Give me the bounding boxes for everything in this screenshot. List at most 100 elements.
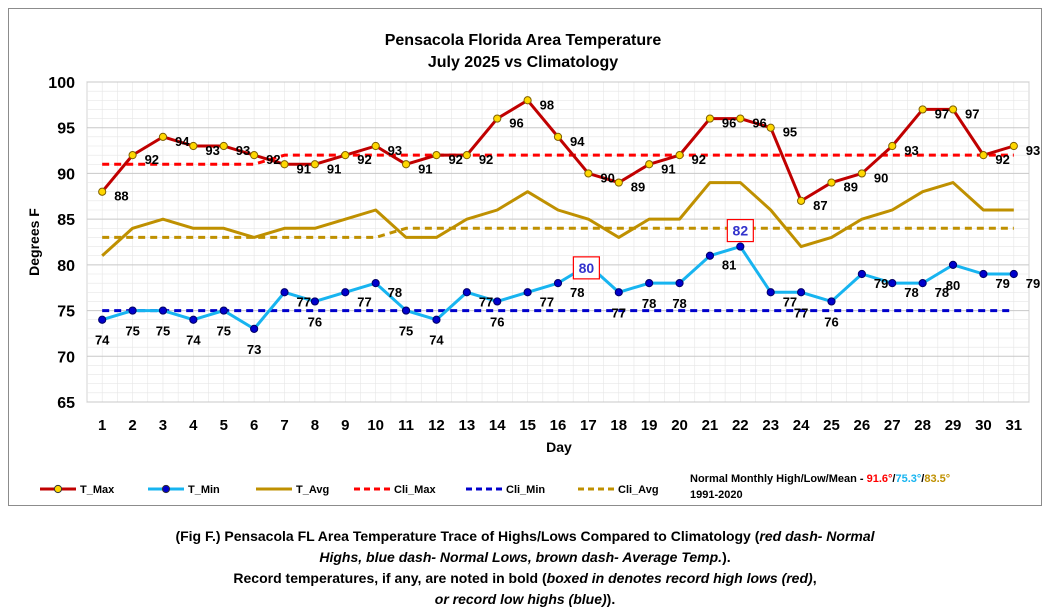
x-tick-label: 31	[1005, 417, 1022, 434]
data-point-t-min	[948, 260, 958, 269]
data-point-t-max	[98, 187, 107, 196]
data-label-t-max: 92	[266, 152, 280, 167]
data-label-t-max: 91	[418, 161, 432, 176]
data-point-t-max	[705, 114, 715, 123]
legend-label: Cli_Max	[394, 484, 436, 496]
data-point-t-min	[189, 315, 198, 324]
data-label-t-max: 94	[570, 134, 585, 149]
x-tick-label: 17	[580, 417, 597, 434]
x-tick-label: 14	[489, 417, 506, 434]
data-label-t-max: 87	[813, 198, 827, 213]
data-label-t-max: 97	[935, 106, 949, 121]
data-point-t-max	[280, 160, 289, 169]
data-point-t-min	[432, 315, 441, 324]
legend-label: Cli_Min	[506, 484, 545, 496]
data-point-t-min	[645, 279, 654, 288]
y-tick-label: 70	[57, 349, 75, 366]
x-tick-label: 29	[945, 417, 962, 434]
data-point-t-max	[584, 169, 593, 178]
x-tick-label: 8	[311, 417, 319, 434]
normals-period: 1991-2020	[690, 489, 743, 501]
data-point-t-min	[310, 297, 320, 306]
data-point-t-min	[827, 297, 836, 306]
data-point-t-max	[645, 160, 654, 169]
data-label-t-max: 95	[783, 125, 797, 140]
data-point-t-min	[675, 279, 684, 288]
y-tick-label: 100	[48, 75, 75, 92]
data-point-t-min	[553, 279, 563, 288]
legend-marker	[161, 484, 171, 494]
data-label-t-min-record: 82	[733, 223, 749, 239]
x-tick-label: 1	[98, 417, 106, 434]
data-label-t-min: 77	[783, 294, 797, 309]
figure-caption: (Fig F.) Pensacola FL Area Temperature T…	[0, 526, 1050, 610]
y-tick-label: 85	[57, 212, 75, 229]
data-label-t-max: 96	[722, 116, 736, 131]
y-axis-label: Degrees F	[26, 208, 42, 276]
data-point-t-min	[523, 288, 532, 297]
data-point-t-max	[918, 105, 927, 114]
data-label-t-min: 75	[125, 324, 139, 339]
data-label-t-min: 76	[490, 314, 504, 329]
data-label-t-max: 92	[145, 152, 159, 167]
data-point-t-max	[189, 141, 198, 151]
data-point-t-min	[979, 269, 988, 279]
x-tick-label: 2	[128, 417, 136, 434]
y-tick-label: 80	[57, 258, 75, 275]
data-point-t-max	[523, 96, 532, 105]
x-tick-label: 24	[793, 417, 810, 434]
data-point-t-max	[1009, 141, 1018, 151]
data-point-t-min	[98, 315, 107, 324]
data-point-t-min	[857, 269, 866, 279]
data-label-t-max: 93	[388, 143, 402, 158]
data-point-t-max	[553, 132, 563, 141]
x-tick-label: 3	[159, 417, 167, 434]
data-label-t-max: 93	[904, 143, 918, 158]
data-point-t-min	[736, 242, 745, 251]
data-label-t-max: 93	[1026, 143, 1040, 158]
x-tick-label: 18	[610, 417, 627, 434]
data-label-t-min: 79	[1026, 276, 1040, 291]
data-point-t-max	[371, 141, 380, 151]
data-point-t-max	[827, 178, 836, 187]
data-point-t-min	[918, 279, 927, 288]
series-line-cli-avg	[102, 226, 1014, 239]
x-tick-label: 4	[189, 417, 198, 434]
data-label-t-min: 79	[874, 276, 888, 291]
y-tick-label: 95	[57, 121, 75, 138]
data-label-t-min: 78	[904, 285, 918, 300]
data-label-t-min: 78	[642, 296, 656, 311]
data-label-t-max: 89	[631, 180, 645, 195]
data-label-t-min: 78	[935, 285, 949, 300]
caption-line-2: Highs, blue dash- Normal Lows, brown das…	[319, 549, 731, 565]
series-line-cli-max	[102, 153, 1014, 166]
data-point-t-min	[1009, 269, 1018, 279]
x-tick-label: 5	[220, 417, 228, 434]
data-label-t-max: 89	[843, 180, 857, 195]
data-point-t-max	[310, 160, 320, 169]
legend-marker	[53, 484, 63, 494]
data-label-t-min-record: 80	[579, 260, 595, 276]
data-label-t-max: 98	[540, 97, 554, 112]
data-label-t-max: 97	[965, 106, 979, 121]
legend-label: T_Min	[188, 484, 220, 496]
data-label-t-min: 81	[722, 258, 736, 273]
data-label-t-max: 88	[114, 189, 128, 204]
data-point-t-min	[796, 288, 806, 297]
data-point-t-min	[219, 306, 228, 315]
legend-label: Cli_Avg	[618, 484, 659, 496]
normals-note: Normal Monthly High/Low/Mean - 91.6°/75.…	[690, 473, 950, 485]
y-tick-label: 90	[57, 166, 75, 183]
record-box	[572, 256, 600, 280]
data-point-t-min	[341, 288, 350, 297]
x-tick-label: 20	[671, 417, 688, 434]
data-point-t-max	[432, 151, 441, 160]
data-point-t-min	[462, 288, 471, 297]
data-label-t-max: 96	[752, 116, 766, 131]
data-point-t-max	[462, 151, 471, 160]
x-tick-label: 23	[762, 417, 779, 434]
data-point-t-min	[766, 288, 775, 297]
data-label-t-max: 93	[205, 143, 219, 158]
x-tick-label: 19	[641, 417, 658, 434]
